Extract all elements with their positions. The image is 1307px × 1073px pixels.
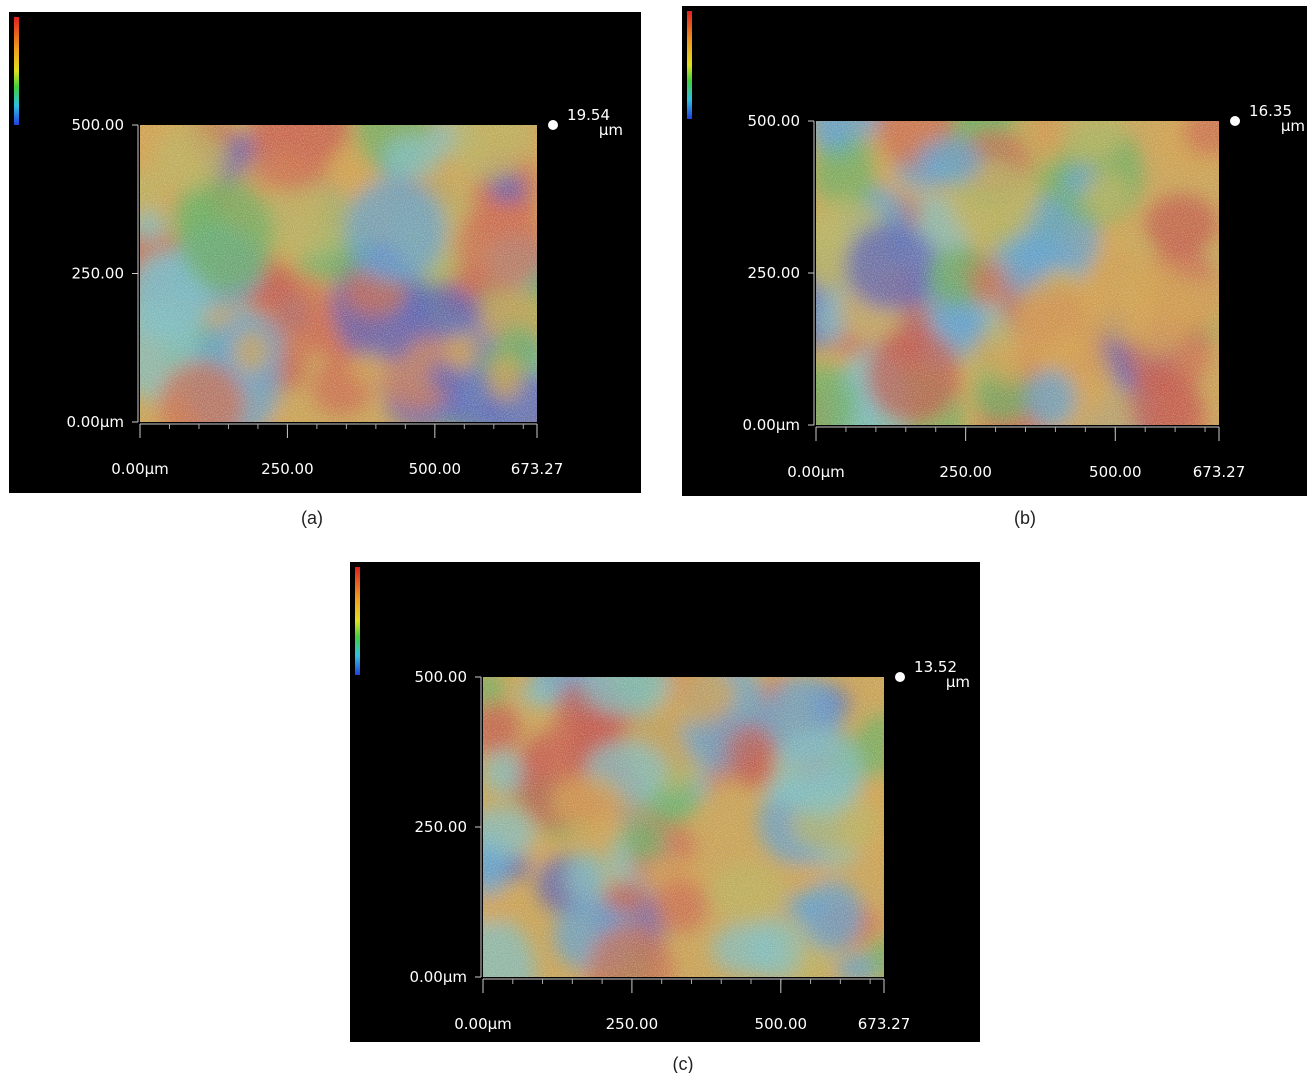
x-tick-label: 0.00µm bbox=[111, 460, 169, 478]
x-tick-label: 250.00 bbox=[939, 463, 992, 481]
y-tick-label: 250.00 bbox=[415, 818, 468, 836]
panel: 500.00 250.00 0.00µm 0.00µm 250.00 500.00 673.… bbox=[9, 12, 641, 493]
max-height: 16.35 bbox=[1249, 102, 1292, 120]
height-unit: µm bbox=[946, 673, 970, 691]
height-map bbox=[816, 121, 1219, 425]
max-height: 19.54 bbox=[567, 106, 610, 124]
y-tick-label: 500.00 bbox=[72, 116, 125, 134]
height-map bbox=[140, 125, 537, 422]
panel: 500.00 250.00 0.00µm 0.00µm 250.00 500.00 673.… bbox=[350, 562, 980, 1042]
map-grain bbox=[816, 121, 1219, 425]
x-tick-label: 500.00 bbox=[409, 460, 462, 478]
x-tick-label: 250.00 bbox=[606, 1015, 659, 1033]
height-map bbox=[483, 677, 884, 977]
y-tick-label: 500.00 bbox=[748, 112, 801, 130]
x-tick-label: 500.00 bbox=[1089, 463, 1142, 481]
height-unit: µm bbox=[599, 121, 623, 139]
x-tick-label: 500.00 bbox=[755, 1015, 808, 1033]
x-tick-label: 673.27 bbox=[1193, 463, 1246, 481]
height-marker bbox=[895, 672, 905, 682]
color-bar bbox=[687, 11, 692, 119]
x-tick-label: 673.27 bbox=[511, 460, 564, 478]
height-marker bbox=[548, 120, 558, 130]
y-tick-label: 250.00 bbox=[748, 264, 801, 282]
y-tick-label: 250.00 bbox=[72, 265, 125, 283]
color-bar bbox=[355, 567, 360, 675]
y-tick-label: 0.00µm bbox=[742, 416, 800, 434]
caption: (a) bbox=[301, 508, 323, 528]
map-grain bbox=[140, 125, 537, 422]
caption: (b) bbox=[1014, 508, 1036, 528]
height-marker bbox=[1230, 116, 1240, 126]
y-tick-label: 0.00µm bbox=[66, 413, 124, 431]
x-tick-label: 0.00µm bbox=[787, 463, 845, 481]
y-tick-label: 0.00µm bbox=[409, 968, 467, 986]
height-unit: µm bbox=[1281, 117, 1305, 135]
caption: (c) bbox=[673, 1054, 694, 1073]
y-tick-label: 500.00 bbox=[415, 668, 468, 686]
x-tick-label: 673.27 bbox=[858, 1015, 911, 1033]
x-tick-label: 250.00 bbox=[261, 460, 314, 478]
panel: 500.00 250.00 0.00µm 0.00µm 250.00 500.00 673.… bbox=[682, 6, 1307, 496]
map-grain bbox=[483, 677, 884, 977]
color-bar bbox=[14, 17, 19, 125]
x-tick-label: 0.00µm bbox=[454, 1015, 512, 1033]
max-height: 13.52 bbox=[914, 658, 957, 676]
